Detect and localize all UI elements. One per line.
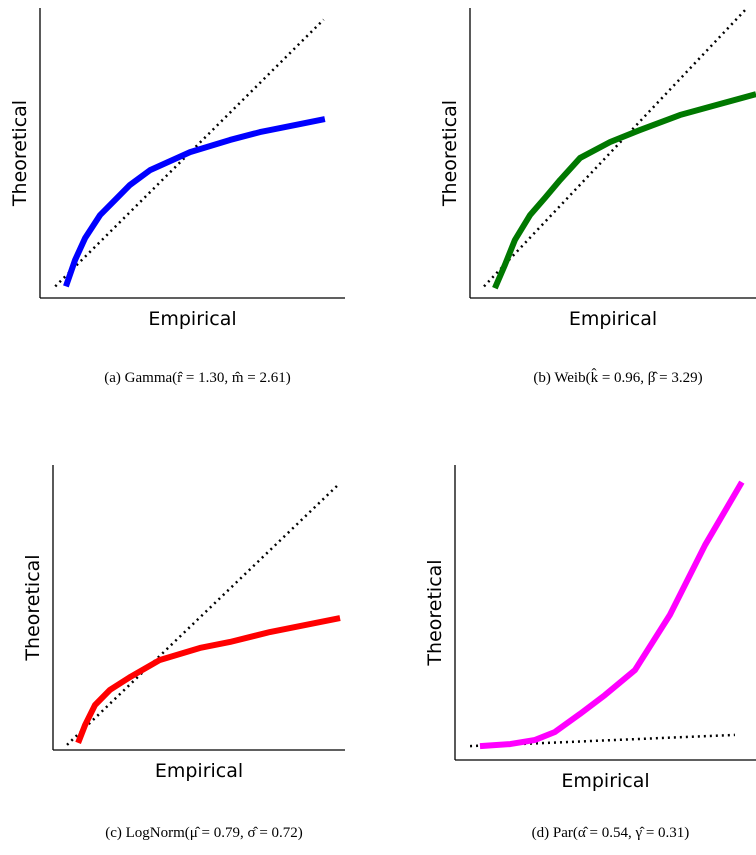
caption: (b) Weib(k̂ = 0.96, β̂ = 3.29) <box>533 368 702 386</box>
qq-curve <box>479 480 745 750</box>
x-axis-label: Empirical <box>155 760 243 782</box>
qq-curve <box>75 615 341 744</box>
y-axis-label: Theoretical <box>22 554 44 661</box>
qq-curve <box>492 91 756 290</box>
reference-line <box>66 484 339 746</box>
y-axis-label: Theoretical <box>424 559 446 666</box>
y-axis-label: Theoretical <box>9 100 31 207</box>
caption: (a) Gamma(r̂ = 1.30, m̂ = 2.61) <box>104 370 290 386</box>
caption: (c) LogNorm(μ̂ = 0.79, σ̂ = 0.72) <box>105 825 303 841</box>
reference-line <box>483 9 747 288</box>
qq-curve <box>63 116 326 288</box>
reference-line <box>469 733 735 748</box>
x-axis-label: Empirical <box>569 308 657 330</box>
x-axis-label: Empirical <box>561 770 649 792</box>
y-axis-label: Theoretical <box>439 100 461 207</box>
x-axis-label: Empirical <box>148 308 236 330</box>
caption: (d) Par(α̂ = 0.54, γ̂ = 0.31) <box>532 825 690 841</box>
